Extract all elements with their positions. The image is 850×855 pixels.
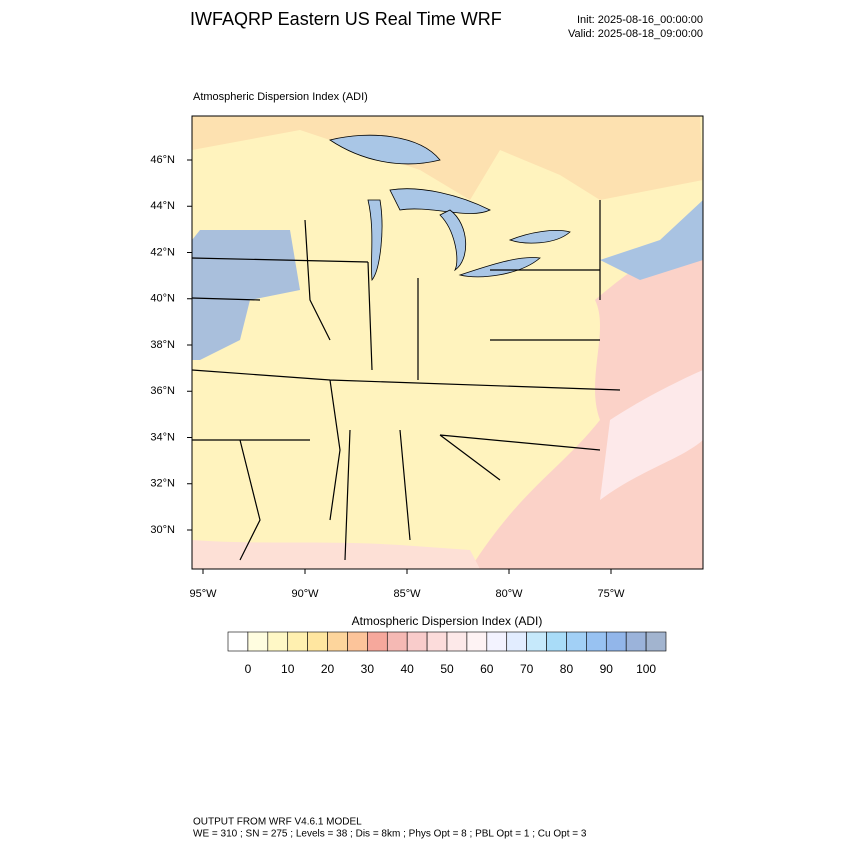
colorbar-label: 50 <box>440 662 454 676</box>
lon-label: 80°W <box>495 588 523 600</box>
lon-label: 75°W <box>597 588 625 600</box>
colorbar-label: 90 <box>600 662 614 676</box>
colorbar-label: 0 <box>245 662 252 676</box>
colorbar: 0 10 20 30 40 50 60 70 80 90 100 <box>227 631 667 676</box>
colorbar-box <box>446 631 468 652</box>
lon-label: 90°W <box>291 588 319 600</box>
lat-label: 30°N <box>150 524 175 536</box>
colorbar-box <box>645 631 667 652</box>
colorbar-box <box>486 631 508 652</box>
colorbar-label: 60 <box>480 662 494 676</box>
colorbar-box <box>586 631 607 652</box>
colorbar-box <box>546 631 567 652</box>
lat-label: 44°N <box>150 200 175 212</box>
footer-line: OUTPUT FROM WRF V4.6.1 MODEL <box>193 817 362 828</box>
valid-time: Valid: 2025-08-18_09:00:00 <box>568 28 703 40</box>
colorbar-label: 70 <box>520 662 534 676</box>
colorbar-label: 40 <box>401 662 415 676</box>
colorbar-box <box>566 631 587 652</box>
colorbar-box <box>287 631 308 652</box>
init-time: Init: 2025-08-16_00:00:00 <box>577 14 703 26</box>
colorbar-box <box>605 631 627 652</box>
lat-label: 40°N <box>150 293 175 305</box>
lat-label: 38°N <box>150 339 175 351</box>
colorbar-box <box>625 631 647 652</box>
lon-labels: 95°W 90°W 85°W 80°W 75°W <box>189 569 625 600</box>
colorbar-title: Atmospheric Dispersion Index (ADI) <box>352 614 543 628</box>
colorbar-label: 80 <box>560 662 574 676</box>
colorbar-box <box>247 631 269 652</box>
lat-label: 36°N <box>150 385 175 397</box>
colorbar-box <box>386 631 408 652</box>
colorbar-label: 100 <box>636 662 656 676</box>
lat-label: 42°N <box>150 246 175 258</box>
colorbar-label: 10 <box>281 662 295 676</box>
colorbar-box <box>426 631 448 652</box>
colorbar-box <box>347 631 368 652</box>
colorbar-box <box>307 631 328 652</box>
colorbar-label: 20 <box>321 662 335 676</box>
colorbar-box <box>267 631 289 652</box>
lon-label: 95°W <box>189 588 217 600</box>
colorbar-box <box>367 631 388 652</box>
colorbar-box <box>466 631 488 652</box>
lon-label: 85°W <box>393 588 421 600</box>
map <box>191 115 704 570</box>
colorbar-box <box>406 631 428 652</box>
title: IWFAQRP Eastern US Real Time WRF <box>190 9 502 29</box>
footer-line: WE = 310 ; SN = 275 ; Levels = 38 ; Dis … <box>193 829 587 840</box>
colorbar-label: 30 <box>361 662 375 676</box>
colorbar-box <box>227 631 249 652</box>
colorbar-box <box>327 631 348 652</box>
lat-label: 34°N <box>150 431 175 443</box>
lat-label: 46°N <box>150 154 175 166</box>
colorbar-box <box>526 631 547 652</box>
colorbar-box <box>506 631 527 652</box>
lat-label: 32°N <box>150 478 175 490</box>
map-subtitle: Atmospheric Dispersion Index (ADI) <box>193 91 368 103</box>
lat-labels: 46°N 44°N 42°N 40°N 38°N 36°N 34°N 32°N 30°N <box>150 154 192 536</box>
